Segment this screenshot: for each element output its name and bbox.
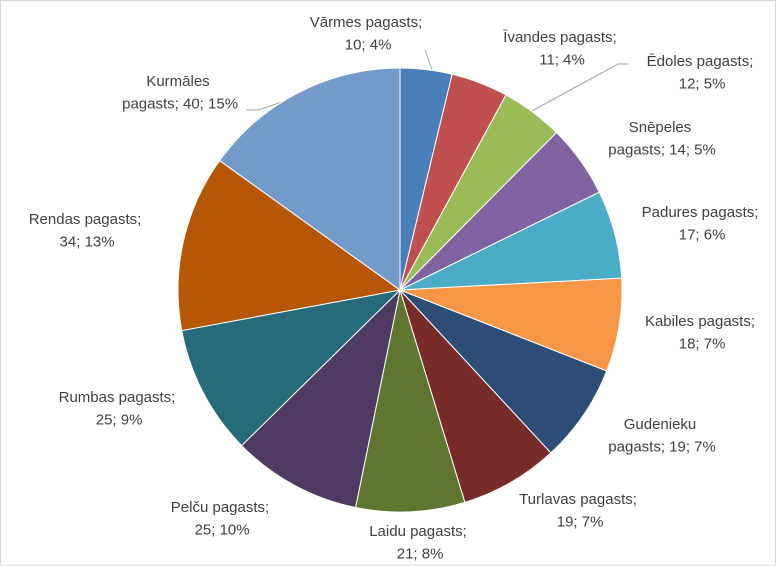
data-label: Vārmes pagasts; 10; 4% [310, 14, 423, 54]
data-label: Rendas pagasts; 34; 13% [29, 211, 142, 251]
data-label: Padures pagasts; 17; 6% [642, 204, 759, 244]
pie-slice [218, 67, 401, 291]
pie-slice [181, 289, 402, 447]
data-label: Rumbas pagasts; 25; 9% [59, 389, 176, 429]
data-label: Īvandes pagasts; 11; 4% [503, 29, 616, 69]
data-label: Kabiles pagasts; 18; 7% [645, 313, 755, 353]
pie-slice [399, 289, 608, 454]
data-label: Ēdoles pagasts; 12; 5% [647, 53, 754, 93]
pie-slice [399, 289, 552, 503]
data-label: Snēpeles pagasts; 14; 5% [604, 119, 716, 159]
leader-line [529, 63, 628, 113]
data-label: Turlavas pagasts; 19; 7% [519, 491, 637, 531]
data-label: Gudenieku pagasts; 19; 7% [604, 416, 716, 456]
data-label: Laidu pagasts; 21; 8% [369, 523, 467, 563]
pie-slice [354, 289, 466, 513]
data-label: Pelču pagasts; 25; 10% [171, 499, 269, 539]
data-label: Kurmāles pagasts; 40; 15% [118, 73, 238, 113]
pie-slice [177, 159, 402, 332]
pie-slice [240, 288, 401, 509]
leader-line [424, 49, 433, 71]
